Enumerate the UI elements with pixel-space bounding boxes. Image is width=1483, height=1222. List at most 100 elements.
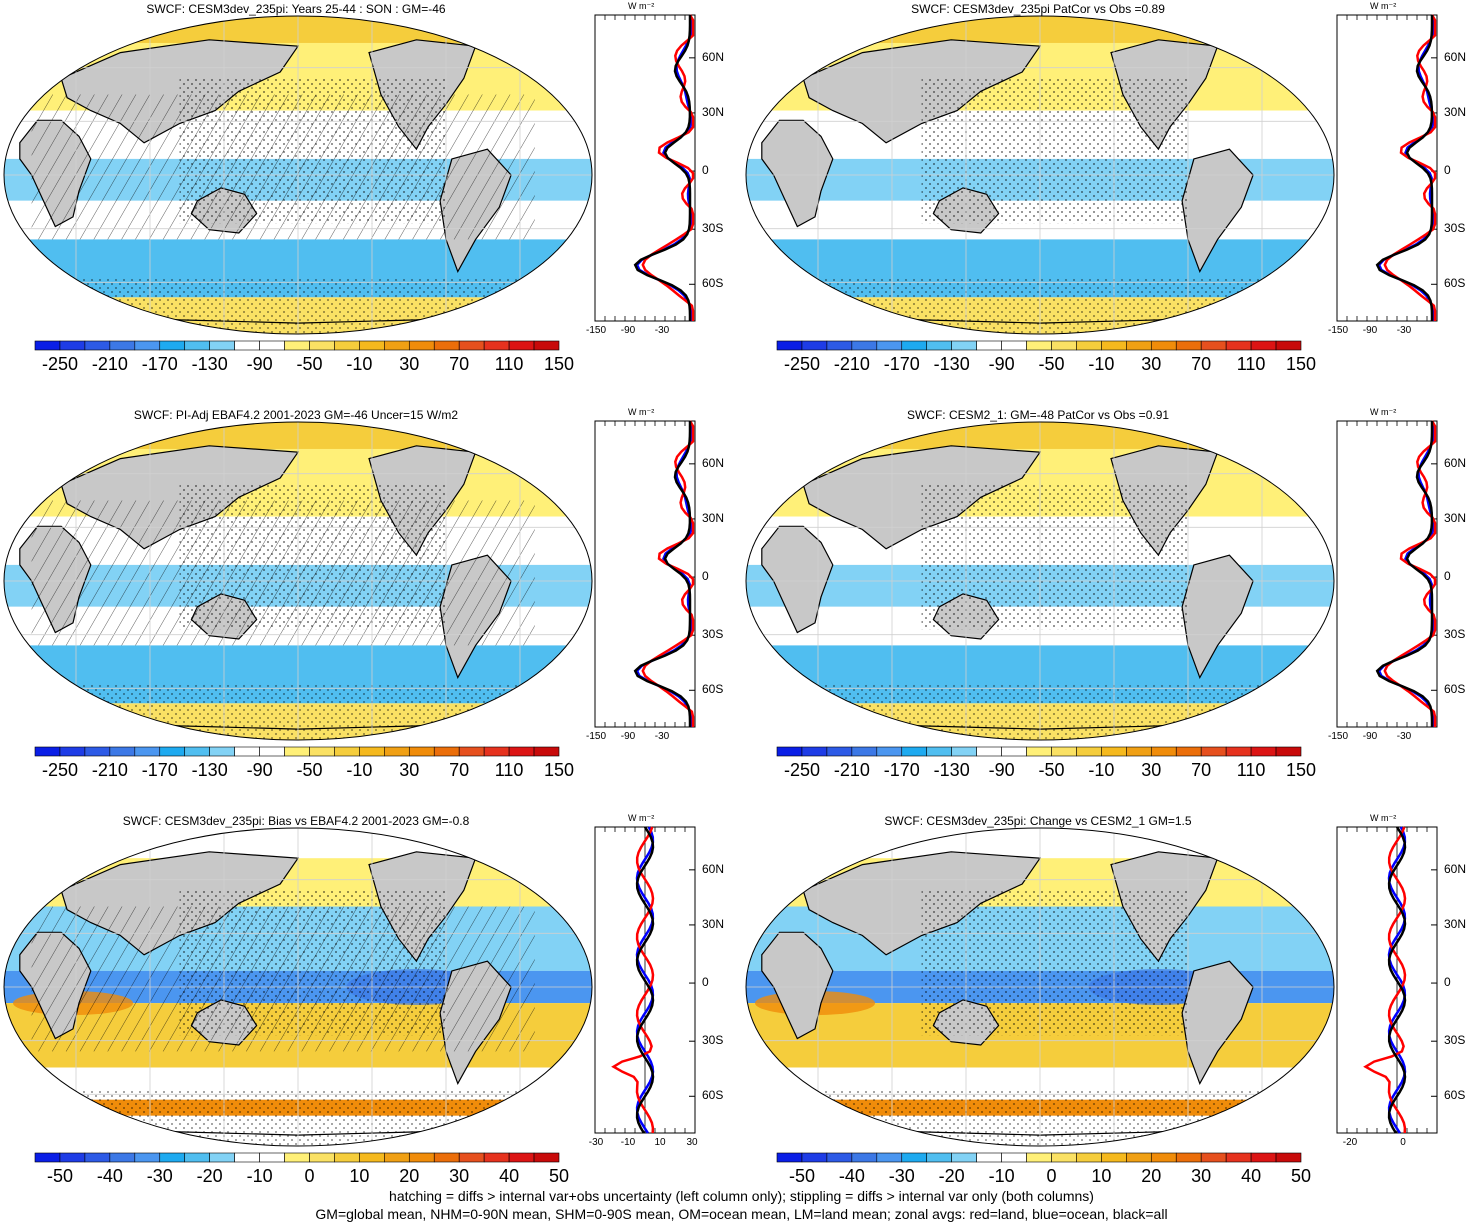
panel-title: SWCF: CESM3dev_235pi: Years 25-44 : SON … — [146, 2, 446, 16]
colorbar-tick-label: 50 — [1290, 1166, 1312, 1186]
colorbar-tick-label: -130 — [933, 760, 970, 780]
colorbar-tick-label: 30 — [1191, 1166, 1212, 1186]
profile-tick-label: -30 — [1396, 325, 1412, 336]
profile-tick-label: 30 — [686, 1137, 698, 1148]
panel-1: SWCF: CESM3dev_235pi: Years 25-44 : SON … — [0, 0, 741, 406]
colorbar-tick-label: 0 — [1046, 1166, 1057, 1186]
profile-tick-label: -90 — [620, 731, 636, 742]
latitude-label: 0 — [702, 569, 709, 584]
latitude-label: 60N — [1444, 455, 1467, 470]
colorbar-tick-label: -50 — [1038, 760, 1065, 780]
colorbar-tick-label: 150 — [543, 354, 575, 374]
colorbar-tick-label: -250 — [41, 354, 79, 374]
colorbar-tick-label: -10 — [346, 760, 373, 780]
colorbar-tick-label: -90 — [988, 760, 1015, 780]
colorbar-tick-label: -20 — [196, 1166, 223, 1186]
latitude-label: 60S — [1444, 682, 1466, 697]
colorbar-tick-label: -170 — [883, 760, 920, 780]
colorbar-tick-label: 40 — [499, 1166, 520, 1186]
world-map — [745, 15, 1335, 335]
latitude-label: 30N — [702, 916, 725, 931]
map-field — [4, 422, 592, 740]
colorbar-tick-label: 30 — [399, 760, 420, 780]
zonal-profile — [1336, 826, 1438, 1134]
colorbar-tick-label: -10 — [1088, 354, 1115, 374]
colorbar-tick-label: -50 — [296, 760, 323, 780]
profile-tick-label: 0 — [1400, 1137, 1406, 1148]
latitude-label: 60S — [1444, 276, 1466, 291]
profile-tick-label: -90 — [1362, 325, 1378, 336]
zonal-profile — [594, 14, 696, 322]
colorbar-tick-label: -250 — [783, 354, 821, 374]
latitude-label: 30S — [1444, 1033, 1466, 1048]
profile-tick-label: -20 — [1342, 1137, 1358, 1148]
colorbar-tick-label: 30 — [449, 1166, 470, 1186]
colorbar-tick-label: -50 — [1038, 354, 1065, 374]
latitude-label: 60S — [1444, 1088, 1466, 1103]
colorbar-tick-label: -170 — [141, 354, 178, 374]
world-map — [3, 827, 593, 1147]
colorbar-tick-label: -130 — [933, 354, 970, 374]
panel-4: SWCF: CESM2_1: GM=-48 PatCor vs Obs =0.9… — [742, 406, 1483, 812]
map-field — [746, 16, 1334, 334]
latitude-label: 30S — [702, 221, 724, 236]
world-map — [745, 421, 1335, 741]
colorbar-tick-label: -30 — [146, 1166, 173, 1186]
colorbar-tick-label: -10 — [246, 1166, 273, 1186]
panel-title: SWCF: CESM3dev_235pi: Bias vs EBAF4.2 20… — [122, 814, 470, 828]
colorbar — [34, 746, 560, 757]
latitude-label: 30S — [702, 1033, 724, 1048]
latitude-label: 60S — [702, 276, 724, 291]
panel-title: SWCF: CESM3dev_235pi: Change vs CESM2_1 … — [884, 814, 1192, 828]
colorbar-tick-label: -250 — [783, 760, 821, 780]
panel-6: SWCF: CESM3dev_235pi: Change vs CESM2_1 … — [742, 812, 1483, 1218]
colorbar-tick-label: -90 — [988, 354, 1015, 374]
colorbar-tick-label: -170 — [141, 760, 178, 780]
latitude-label: 30S — [1444, 221, 1466, 236]
zonal-profile — [594, 826, 696, 1134]
colorbar-tick-label: -10 — [1088, 760, 1115, 780]
colorbar — [34, 1152, 560, 1163]
latitude-label: 60S — [702, 1088, 724, 1103]
map-field — [746, 828, 1334, 1146]
colorbar-tick-label: 30 — [1141, 354, 1162, 374]
colorbar-tick-label: 70 — [1191, 354, 1212, 374]
colorbar-tick-label: -30 — [888, 1166, 915, 1186]
colorbar-tick-label: 110 — [1236, 354, 1266, 374]
profile-tick-label: -90 — [620, 325, 636, 336]
latitude-label: 30S — [1444, 627, 1466, 642]
zonal-profile — [594, 420, 696, 728]
colorbar-tick-label: 20 — [399, 1166, 420, 1186]
latitude-label: 60S — [702, 682, 724, 697]
colorbar-tick-label: -90 — [246, 354, 273, 374]
profile-units-label: W m⁻² — [1370, 813, 1397, 823]
latitude-label: 60N — [702, 861, 725, 876]
profile-units-label: W m⁻² — [628, 813, 655, 823]
zonal-profile — [1336, 420, 1438, 728]
latitude-label: 30N — [1444, 104, 1467, 119]
profile-tick-label: -10 — [620, 1137, 636, 1148]
panel-5: SWCF: CESM3dev_235pi: Bias vs EBAF4.2 20… — [0, 812, 741, 1218]
colorbar-tick-label: 30 — [399, 354, 420, 374]
latitude-label: 60N — [702, 455, 725, 470]
colorbar-tick-label: 70 — [449, 354, 470, 374]
profile-tick-label: -30 — [1396, 731, 1412, 742]
colorbar-tick-label: -10 — [988, 1166, 1015, 1186]
profile-tick-label: -30 — [588, 1137, 604, 1148]
colorbar-tick-label: 150 — [543, 760, 575, 780]
profile-tick-label: 10 — [654, 1137, 666, 1148]
colorbar — [776, 746, 1302, 757]
panel-title: SWCF: CESM3dev_235pi PatCor vs Obs =0.89 — [911, 2, 1165, 16]
latitude-label: 0 — [702, 163, 709, 178]
colorbar-tick-label: -210 — [833, 760, 870, 780]
colorbar-tick-label: 70 — [1191, 760, 1212, 780]
profile-tick-label: -150 — [585, 731, 607, 742]
profile-tick-label: -150 — [1327, 325, 1349, 336]
colorbar-tick-label: -210 — [91, 760, 128, 780]
colorbar-tick-label: 70 — [449, 760, 470, 780]
colorbar — [34, 340, 560, 351]
latitude-label: 60N — [702, 49, 725, 64]
colorbar-tick-label: 150 — [1285, 760, 1317, 780]
colorbar-tick-label: -250 — [41, 760, 79, 780]
colorbar-tick-label: -130 — [191, 760, 228, 780]
